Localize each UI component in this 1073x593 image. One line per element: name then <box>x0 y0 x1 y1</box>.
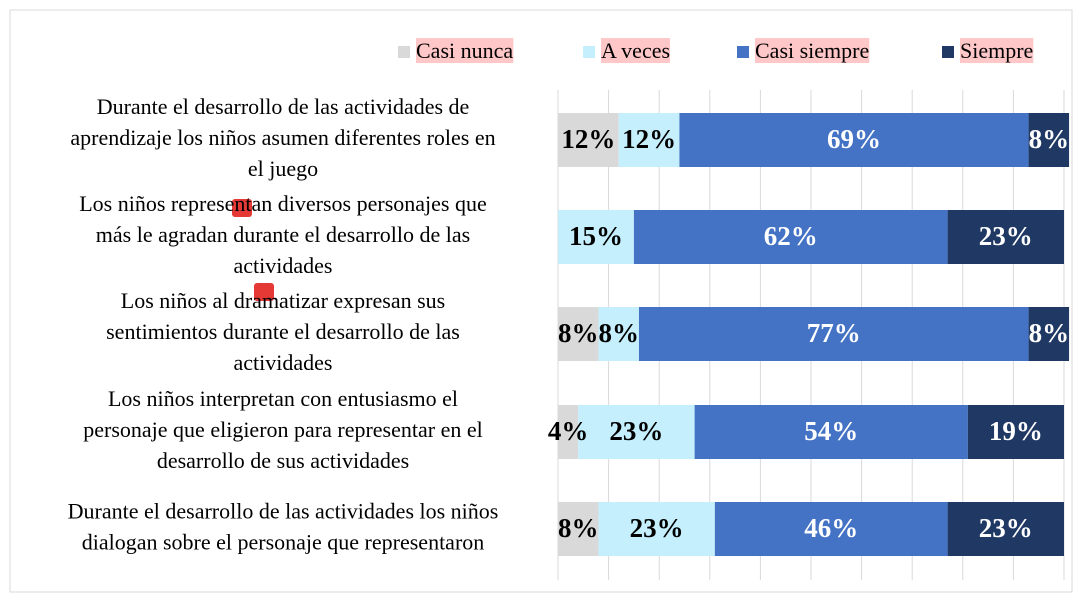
comment-marker <box>232 199 252 217</box>
data-label: 8% <box>1029 318 1070 348</box>
category-label: actividades <box>234 350 333 375</box>
category-label: aprendizaje los niños asumen diferentes … <box>70 125 495 150</box>
bar-segment <box>967 405 1064 459</box>
data-label: 12% <box>622 124 676 154</box>
bar-segment <box>558 210 634 264</box>
legend-highlight <box>416 38 514 64</box>
data-label: 19% <box>989 416 1043 446</box>
bar-segment <box>1028 113 1070 167</box>
data-label: 8% <box>558 513 599 543</box>
category-label: desarrollo de sus actividades <box>157 448 409 473</box>
bar-segment <box>558 113 619 167</box>
data-label: 69% <box>827 124 881 154</box>
data-label: 23% <box>979 513 1033 543</box>
data-label: 4% <box>548 416 589 446</box>
category-label: Los niños interpretan con entusiasmo el <box>108 386 458 411</box>
category-label: Los niños representan diversos personaje… <box>79 191 487 216</box>
bar-segment <box>1028 307 1070 361</box>
category-label: personaje que eligieron para representar… <box>83 417 482 442</box>
legend-highlight <box>755 38 870 64</box>
bar-segment <box>558 502 599 556</box>
bar-segment <box>598 307 639 361</box>
comment-marker <box>254 283 274 301</box>
data-label: 77% <box>807 318 861 348</box>
data-label: 62% <box>764 221 818 251</box>
legend-highlight <box>601 38 671 64</box>
bar-segment <box>714 502 948 556</box>
category-label: Durante el desarrollo de las actividades… <box>97 94 470 119</box>
category-label: Durante el desarrollo de las actividades… <box>68 499 499 524</box>
bar-segment <box>638 307 1029 361</box>
data-label: 8% <box>558 318 599 348</box>
data-label: 23% <box>630 513 684 543</box>
bar-segment <box>679 113 1029 167</box>
category-label: Los niños al dramatizar expresan sus <box>121 288 445 313</box>
data-label: 46% <box>804 513 858 543</box>
data-label: 15% <box>569 221 623 251</box>
legend-highlight <box>960 38 1034 64</box>
legend-swatch <box>942 46 954 58</box>
bar-segment <box>618 113 680 167</box>
data-label: 12% <box>561 124 615 154</box>
data-label: 54% <box>804 416 858 446</box>
bar-segment <box>694 405 968 459</box>
bar-segment <box>558 307 599 361</box>
bar-segment <box>578 405 695 459</box>
data-label: 23% <box>979 221 1033 251</box>
data-label: 8% <box>1029 124 1070 154</box>
bar-segment <box>947 210 1064 264</box>
legend-label: Casi nunca <box>416 38 513 63</box>
category-label: dialogan sobre el personaje que represen… <box>82 530 485 555</box>
category-label: actividades <box>234 253 333 278</box>
legend-label: Casi siempre <box>755 38 869 63</box>
category-label: el juego <box>248 156 318 181</box>
legend-label: A veces <box>601 38 670 63</box>
bar-segment <box>633 210 948 264</box>
chart-frame <box>9 9 1073 593</box>
bar-segment <box>558 405 579 459</box>
legend-swatch <box>737 46 749 58</box>
legend-label: Siempre <box>960 38 1033 63</box>
bar-segment <box>947 502 1064 556</box>
data-label: 8% <box>598 318 639 348</box>
category-label: más le agradan durante el desarrollo de … <box>96 222 470 247</box>
legend-swatch <box>583 46 595 58</box>
legend-swatch <box>398 46 410 58</box>
bar-segment <box>598 502 715 556</box>
category-label: sentimientos durante el desarrollo de la… <box>106 319 460 344</box>
data-label: 23% <box>609 416 663 446</box>
